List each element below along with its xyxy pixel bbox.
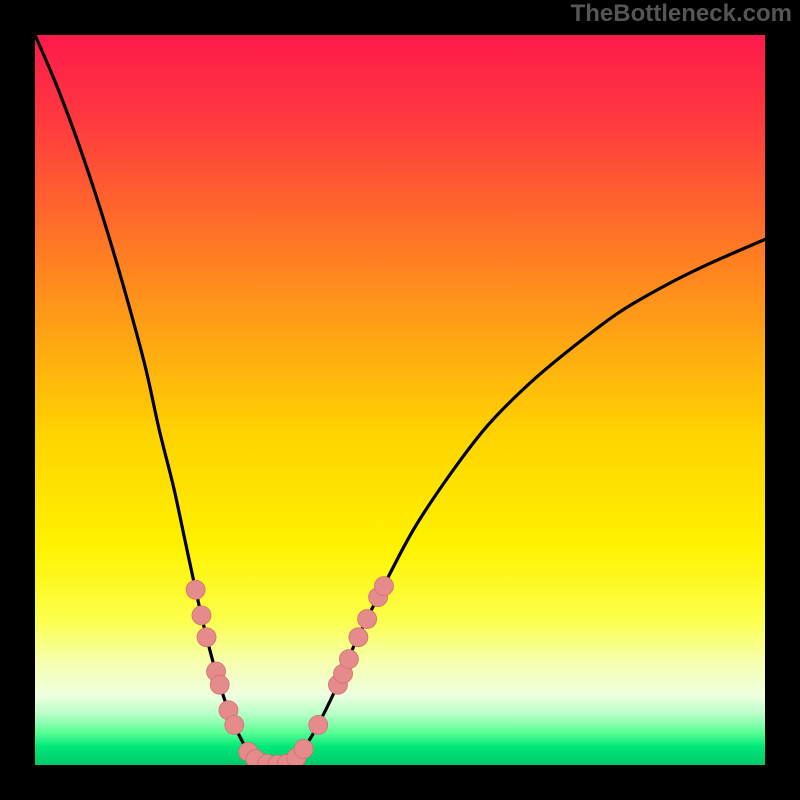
data-point-marker xyxy=(374,577,393,596)
data-point-marker xyxy=(225,715,244,734)
data-point-marker xyxy=(309,715,328,734)
data-point-marker xyxy=(192,606,211,625)
bottleneck-chart xyxy=(0,0,800,800)
data-point-marker xyxy=(349,628,368,647)
data-point-marker xyxy=(358,610,377,629)
gradient-background xyxy=(35,35,765,765)
data-point-marker xyxy=(294,739,313,758)
data-point-marker xyxy=(186,580,205,599)
watermark-text: TheBottleneck.com xyxy=(571,0,792,28)
data-point-marker xyxy=(210,675,229,694)
data-point-marker xyxy=(339,650,358,669)
data-point-marker xyxy=(197,628,216,647)
